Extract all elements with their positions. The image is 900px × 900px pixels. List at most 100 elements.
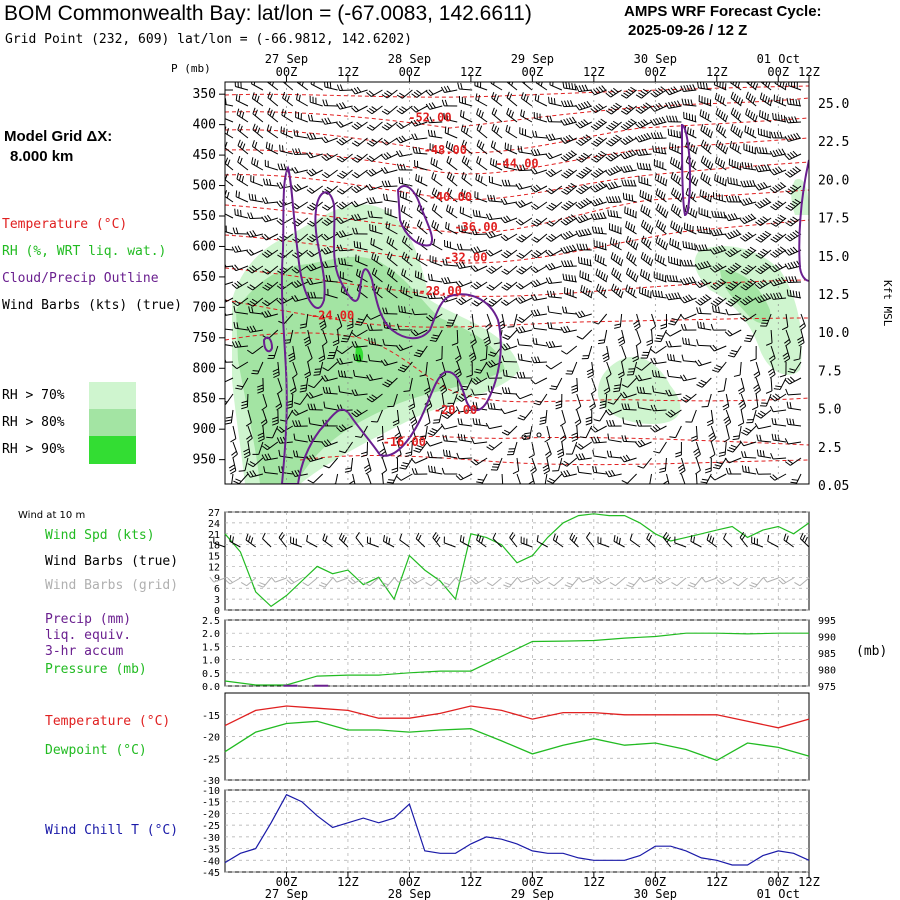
wind-barb-flag bbox=[325, 386, 329, 394]
wind-barb-staff bbox=[264, 457, 278, 461]
wind-barb-flag bbox=[256, 95, 260, 103]
wind-barb-flag bbox=[434, 205, 438, 212]
wind-barb-staff bbox=[231, 473, 234, 484]
wind-barb-staff bbox=[415, 105, 428, 113]
wind-barb-flag bbox=[405, 454, 412, 458]
wind-barb-flag bbox=[399, 92, 405, 97]
wind-barb-flag bbox=[307, 114, 311, 121]
wind-barb-flag bbox=[396, 94, 403, 99]
wind-barb bbox=[231, 245, 249, 253]
wind-barb-staff bbox=[310, 153, 323, 159]
wind-barb-flag bbox=[225, 312, 227, 316]
wind-barb-staff bbox=[322, 329, 328, 343]
wind-barb bbox=[340, 329, 354, 343]
wind-barb bbox=[368, 337, 383, 347]
wind-barb bbox=[261, 393, 268, 411]
wind-barb bbox=[291, 265, 309, 274]
wind-barb-flag bbox=[310, 403, 314, 410]
wind-barb-staff bbox=[247, 441, 251, 455]
wind-barb-flag bbox=[403, 206, 406, 213]
wind-barb-staff bbox=[387, 377, 398, 388]
wind-barb bbox=[321, 217, 338, 226]
wind-barb-flag bbox=[217, 281, 221, 286]
pressure-label: 550 bbox=[193, 209, 216, 224]
wind-barb-flag bbox=[313, 403, 317, 410]
wind-barb bbox=[266, 425, 279, 439]
wind-barb-staff bbox=[235, 196, 249, 203]
wind-barb bbox=[367, 210, 383, 219]
wind-barb-flag bbox=[319, 323, 326, 328]
wind-barb-flag bbox=[234, 341, 239, 348]
wind-barb-flag bbox=[366, 397, 373, 403]
wind-barb-flag bbox=[276, 406, 282, 411]
wind-barb bbox=[282, 82, 294, 91]
wind-barb bbox=[261, 297, 279, 307]
wind-barb-flag bbox=[254, 194, 257, 201]
wind-barb bbox=[261, 310, 278, 318]
wind-barb-flag bbox=[239, 141, 244, 148]
wind-barb-flag bbox=[409, 416, 416, 421]
wind-barb bbox=[231, 264, 249, 272]
wind-barb-flag bbox=[336, 426, 342, 433]
wind-barb-staff bbox=[294, 473, 308, 477]
wind-barb bbox=[307, 473, 324, 484]
wind-barb-flag bbox=[261, 454, 266, 461]
wind-barb-staff bbox=[325, 293, 338, 299]
wind-barb-flag bbox=[444, 126, 447, 133]
wind-barb-staff bbox=[342, 169, 353, 179]
wind-barb bbox=[354, 425, 368, 438]
wind-barb-flag bbox=[268, 143, 271, 150]
wind-barb-flag bbox=[370, 237, 373, 245]
wind-barb-staff bbox=[311, 185, 323, 194]
wind-barb-flag bbox=[413, 106, 419, 112]
wind-barb-staff bbox=[225, 281, 234, 286]
wind-barb-flag bbox=[241, 111, 245, 119]
wind-barb-staff bbox=[244, 457, 249, 471]
wind-barb-flag bbox=[230, 438, 237, 443]
wind-barb-staff bbox=[262, 393, 268, 407]
date-label-top: 29 Sep bbox=[511, 52, 554, 66]
wind-barb-flag bbox=[423, 387, 430, 392]
wind-barb-staff bbox=[698, 312, 712, 315]
wind-barb-flag bbox=[289, 387, 296, 392]
wind-barb-flag bbox=[261, 197, 266, 204]
wind-barb bbox=[336, 153, 353, 163]
wind-barb-flag bbox=[296, 183, 302, 190]
wind-barb-flag bbox=[589, 259, 592, 266]
wind-barb bbox=[261, 197, 278, 204]
wind-barb-flag bbox=[415, 352, 422, 355]
wind-barb-flag bbox=[338, 203, 345, 208]
wind-barb-staff bbox=[237, 297, 249, 307]
pressure-label: 950 bbox=[193, 453, 216, 468]
wind-barb-staff bbox=[399, 311, 413, 315]
wind-barb-flag bbox=[418, 190, 422, 197]
wind-barb-flag bbox=[405, 192, 407, 200]
wind-barb bbox=[381, 89, 398, 99]
wind-barb-flag bbox=[251, 265, 258, 271]
wind-barb-flag bbox=[238, 95, 241, 102]
wind-barb-flag bbox=[415, 146, 418, 154]
wind-barb-flag bbox=[413, 354, 421, 358]
wind-barb-flag bbox=[350, 201, 356, 208]
wind-barb-flag bbox=[293, 281, 300, 287]
wind-barb-staff bbox=[258, 441, 264, 455]
wind-barb-flag bbox=[386, 284, 390, 291]
wind-barb bbox=[263, 466, 278, 475]
isotherm-label: -24.00 bbox=[311, 309, 354, 323]
wind-barb-flag bbox=[428, 103, 434, 109]
wind-barb bbox=[291, 166, 308, 174]
wind-barb bbox=[246, 230, 264, 238]
wind-barb-staff bbox=[225, 213, 234, 219]
wind-barb-staff bbox=[324, 407, 338, 411]
wind-barb-flag bbox=[336, 325, 343, 331]
rh70-swatch bbox=[89, 382, 136, 409]
wind-barb-flag bbox=[225, 298, 228, 302]
time-label-top: 12Z bbox=[337, 65, 359, 79]
time-label-top: 12Z bbox=[583, 65, 605, 79]
wind-barb-flag bbox=[227, 159, 231, 166]
wind-barb-staff bbox=[232, 441, 238, 455]
wind-barb-flag bbox=[247, 212, 251, 219]
wind-barb bbox=[233, 473, 249, 484]
wind-barb-flag bbox=[354, 340, 359, 348]
wind-barb-flag bbox=[236, 108, 240, 115]
